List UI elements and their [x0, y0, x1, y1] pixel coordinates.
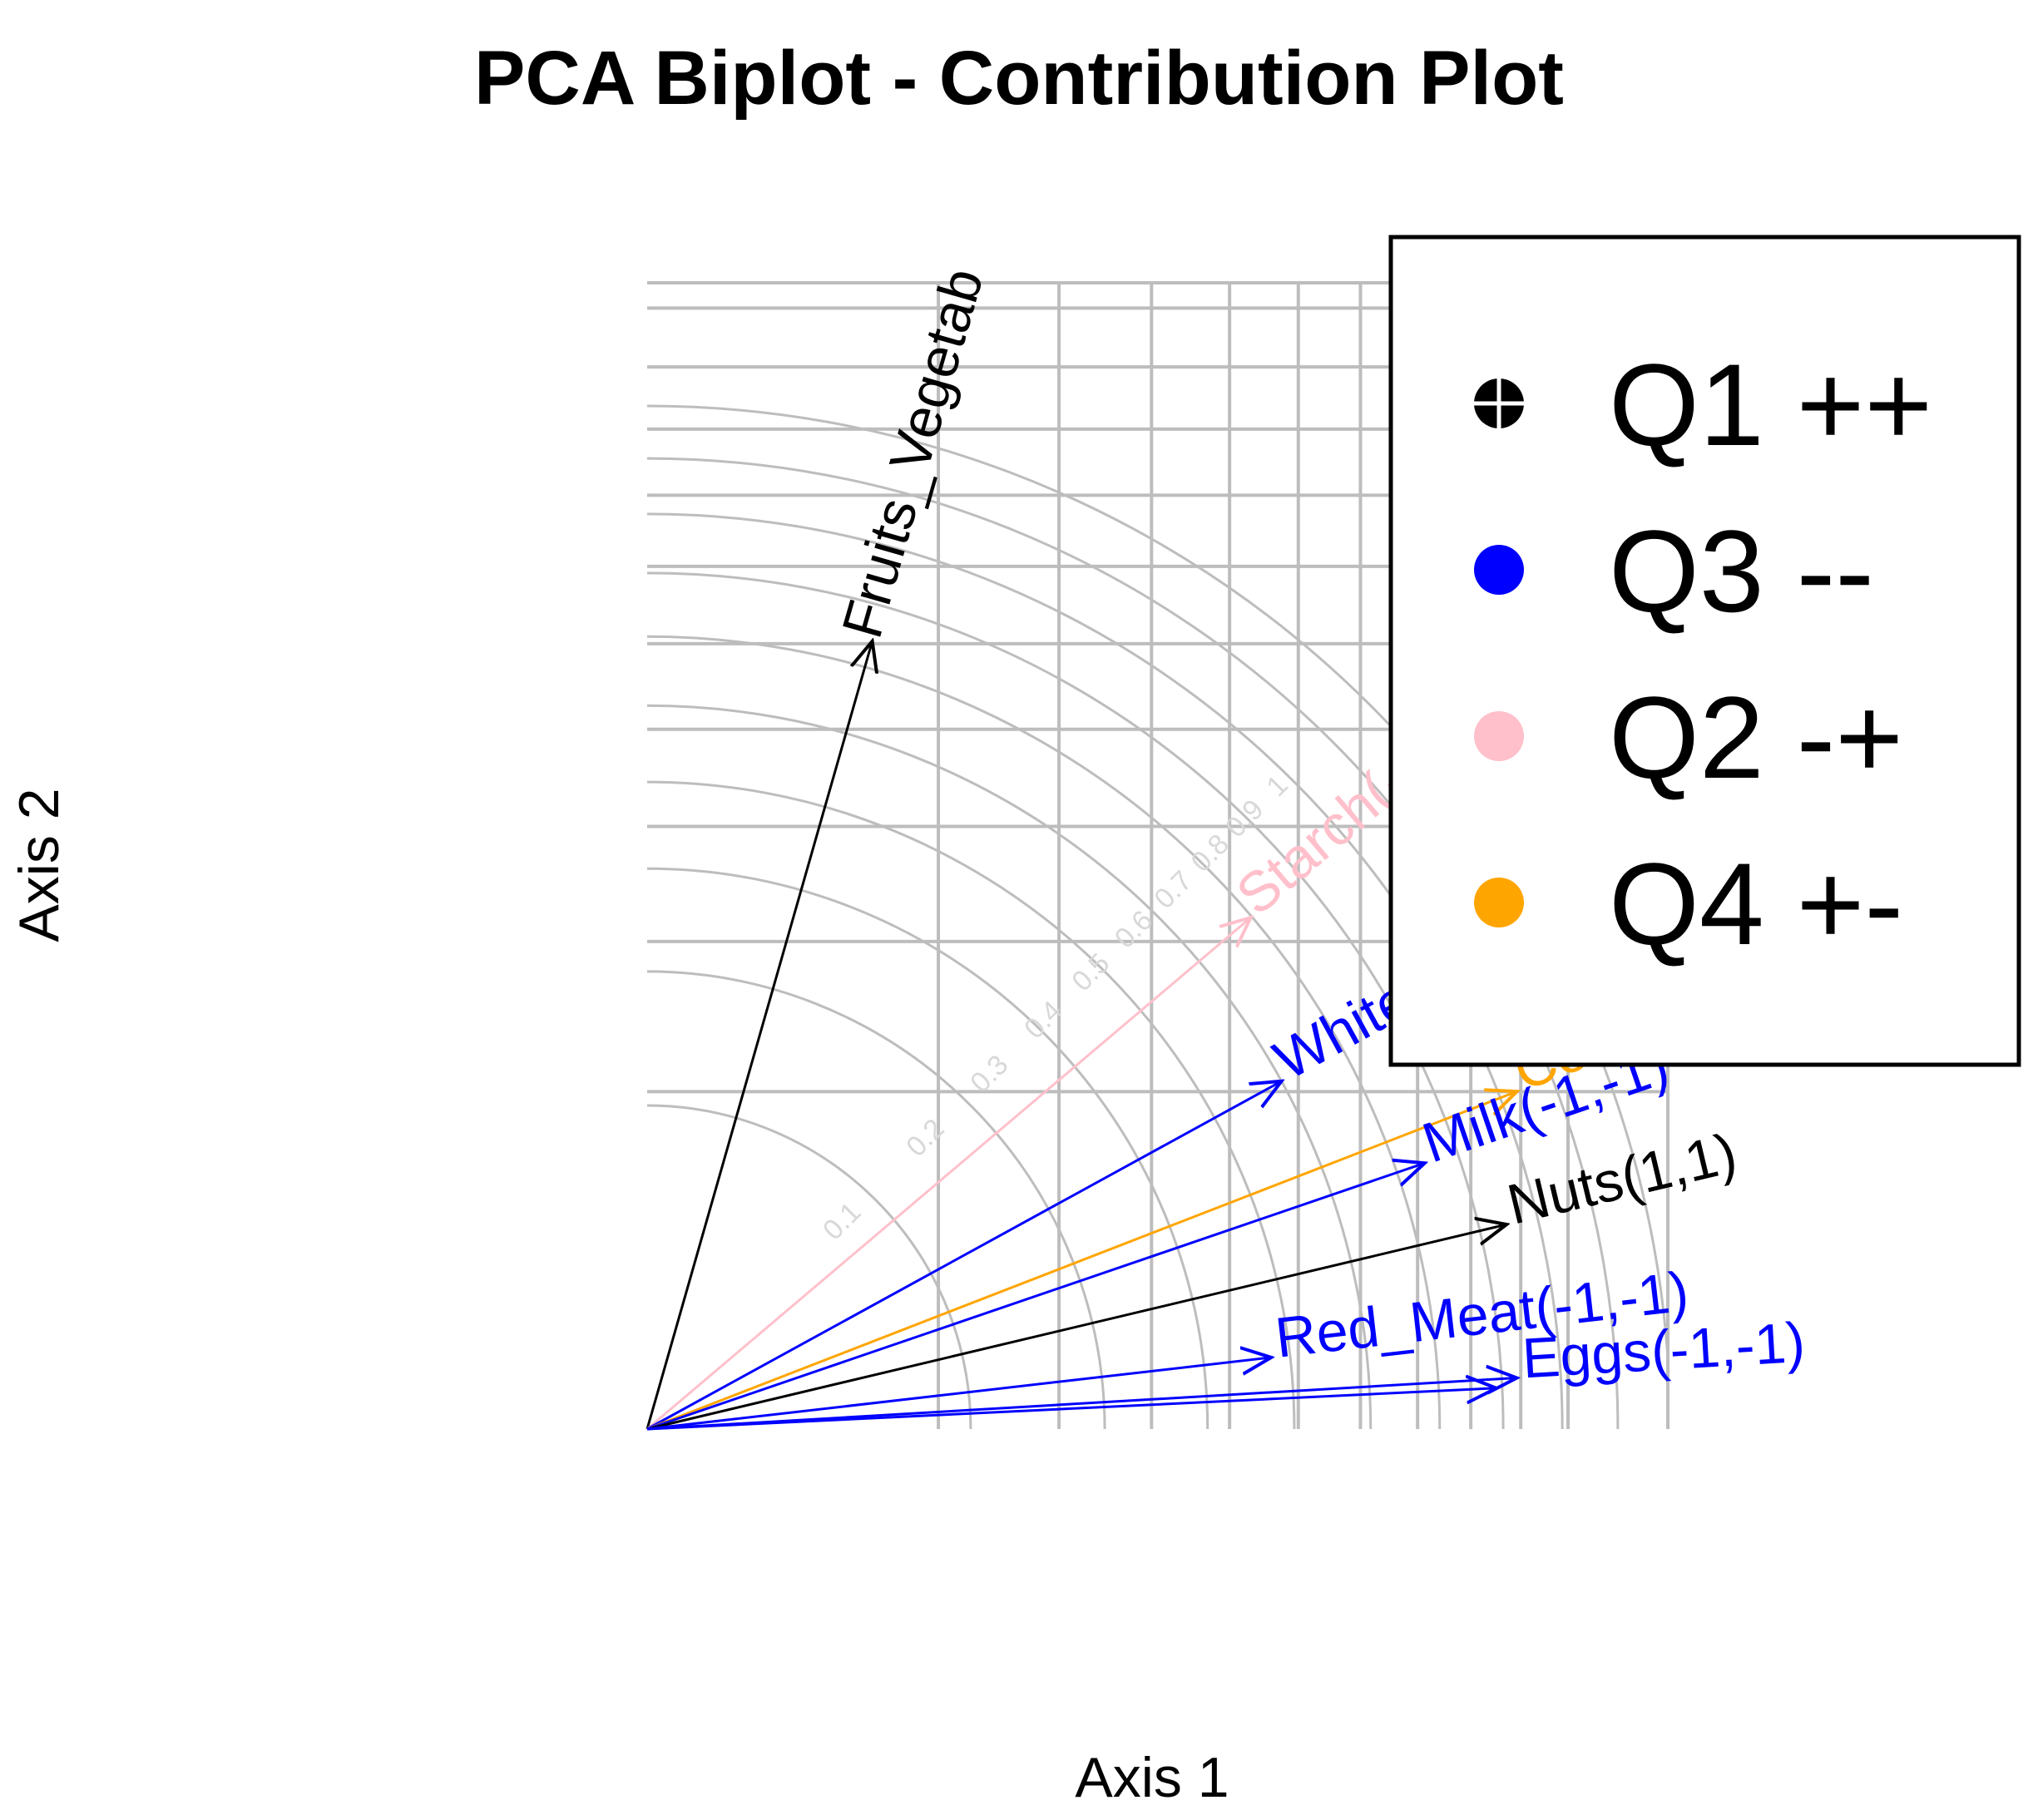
variable-arrow [646, 1224, 1506, 1431]
legend: Q1 ++ Q3 -- Q2 -+ Q4 +- [1388, 235, 2021, 1067]
x-axis-label: Axis 1 [1075, 1746, 1229, 1809]
legend-marker [1474, 711, 1524, 761]
contour-level-label: 0.4 [1018, 995, 1068, 1045]
variable-arrow [646, 1091, 1517, 1431]
legend-label: Q2 -+ [1609, 672, 1903, 803]
variable-arrow [646, 641, 873, 1430]
variable-arrow [646, 1378, 1517, 1431]
legend-label: Q3 -- [1609, 506, 1874, 636]
variable-arrow [646, 1358, 1271, 1431]
contour-arc [646, 970, 1106, 1430]
contour-level-label: 0.2 [900, 1113, 950, 1163]
y-axis-label: Axis 2 [7, 788, 71, 942]
contour-arc [646, 704, 1373, 1430]
contour-level-label: 0.7 [1148, 865, 1198, 915]
contour-level-label: 0.8 [1185, 828, 1235, 878]
variable-arrow [646, 1388, 1496, 1431]
variable-label: Fruits_Vegetab [830, 261, 996, 645]
legend-marker [1474, 878, 1524, 927]
contour-arc [646, 780, 1296, 1430]
contour-level-label: 0.1 [817, 1196, 867, 1246]
contour-level-label: 0.5 [1066, 947, 1115, 997]
contour-arc [646, 512, 1564, 1430]
contour-arc [646, 457, 1620, 1430]
contour-arc [646, 867, 1209, 1430]
legend-label: Q4 +- [1609, 838, 1903, 969]
legend-label: Q1 ++ [1609, 339, 1932, 470]
variable-arrow [646, 1163, 1425, 1431]
chart-title: PCA Biplot - Contribution Plot [474, 36, 1564, 121]
variable-arrow [646, 1081, 1282, 1431]
contour-arc [646, 404, 1669, 1358]
plot-area: 0.10.20.30.40.50.60.70.80.91 Fruits_Vege… [646, 235, 2021, 1431]
contour-level-label: 1 [1260, 769, 1294, 803]
legend-marker [1474, 545, 1524, 595]
variable-arrow [646, 917, 1251, 1431]
